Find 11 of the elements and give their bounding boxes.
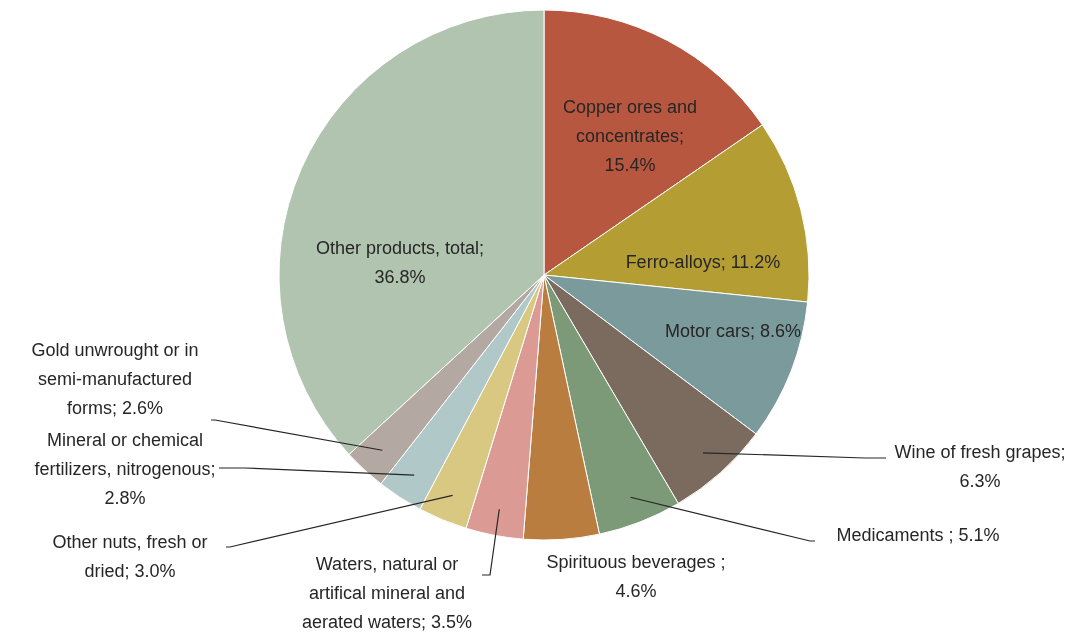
slice-label: Mineral or chemical fertilizers, nitrogenous; 2.8%: [34, 430, 216, 508]
slice-label: Wine of fresh grapes; 6.3%: [894, 442, 1066, 491]
slice-label: Waters, natural or artifical mineral and aerated waters; 3.5%: [301, 554, 473, 632]
slice-label: Motor cars; 8.6%: [664, 321, 802, 341]
slice-label: Ferro-alloys; 11.2%: [625, 252, 781, 272]
slice-label: Copper ores and concentrates; 15.4%: [562, 97, 698, 175]
slice-label: Gold unwrought or in semi-manufactured forms; 2.6%: [31, 340, 199, 418]
slice-label: Spirituous beverages ; 4.6%: [546, 552, 726, 601]
slice-label: Other products, total; 36.8%: [315, 238, 485, 287]
slice-label: Medicaments ; 5.1%: [836, 525, 1000, 545]
slice-label: Other nuts, fresh or dried; 3.0%: [52, 532, 208, 581]
